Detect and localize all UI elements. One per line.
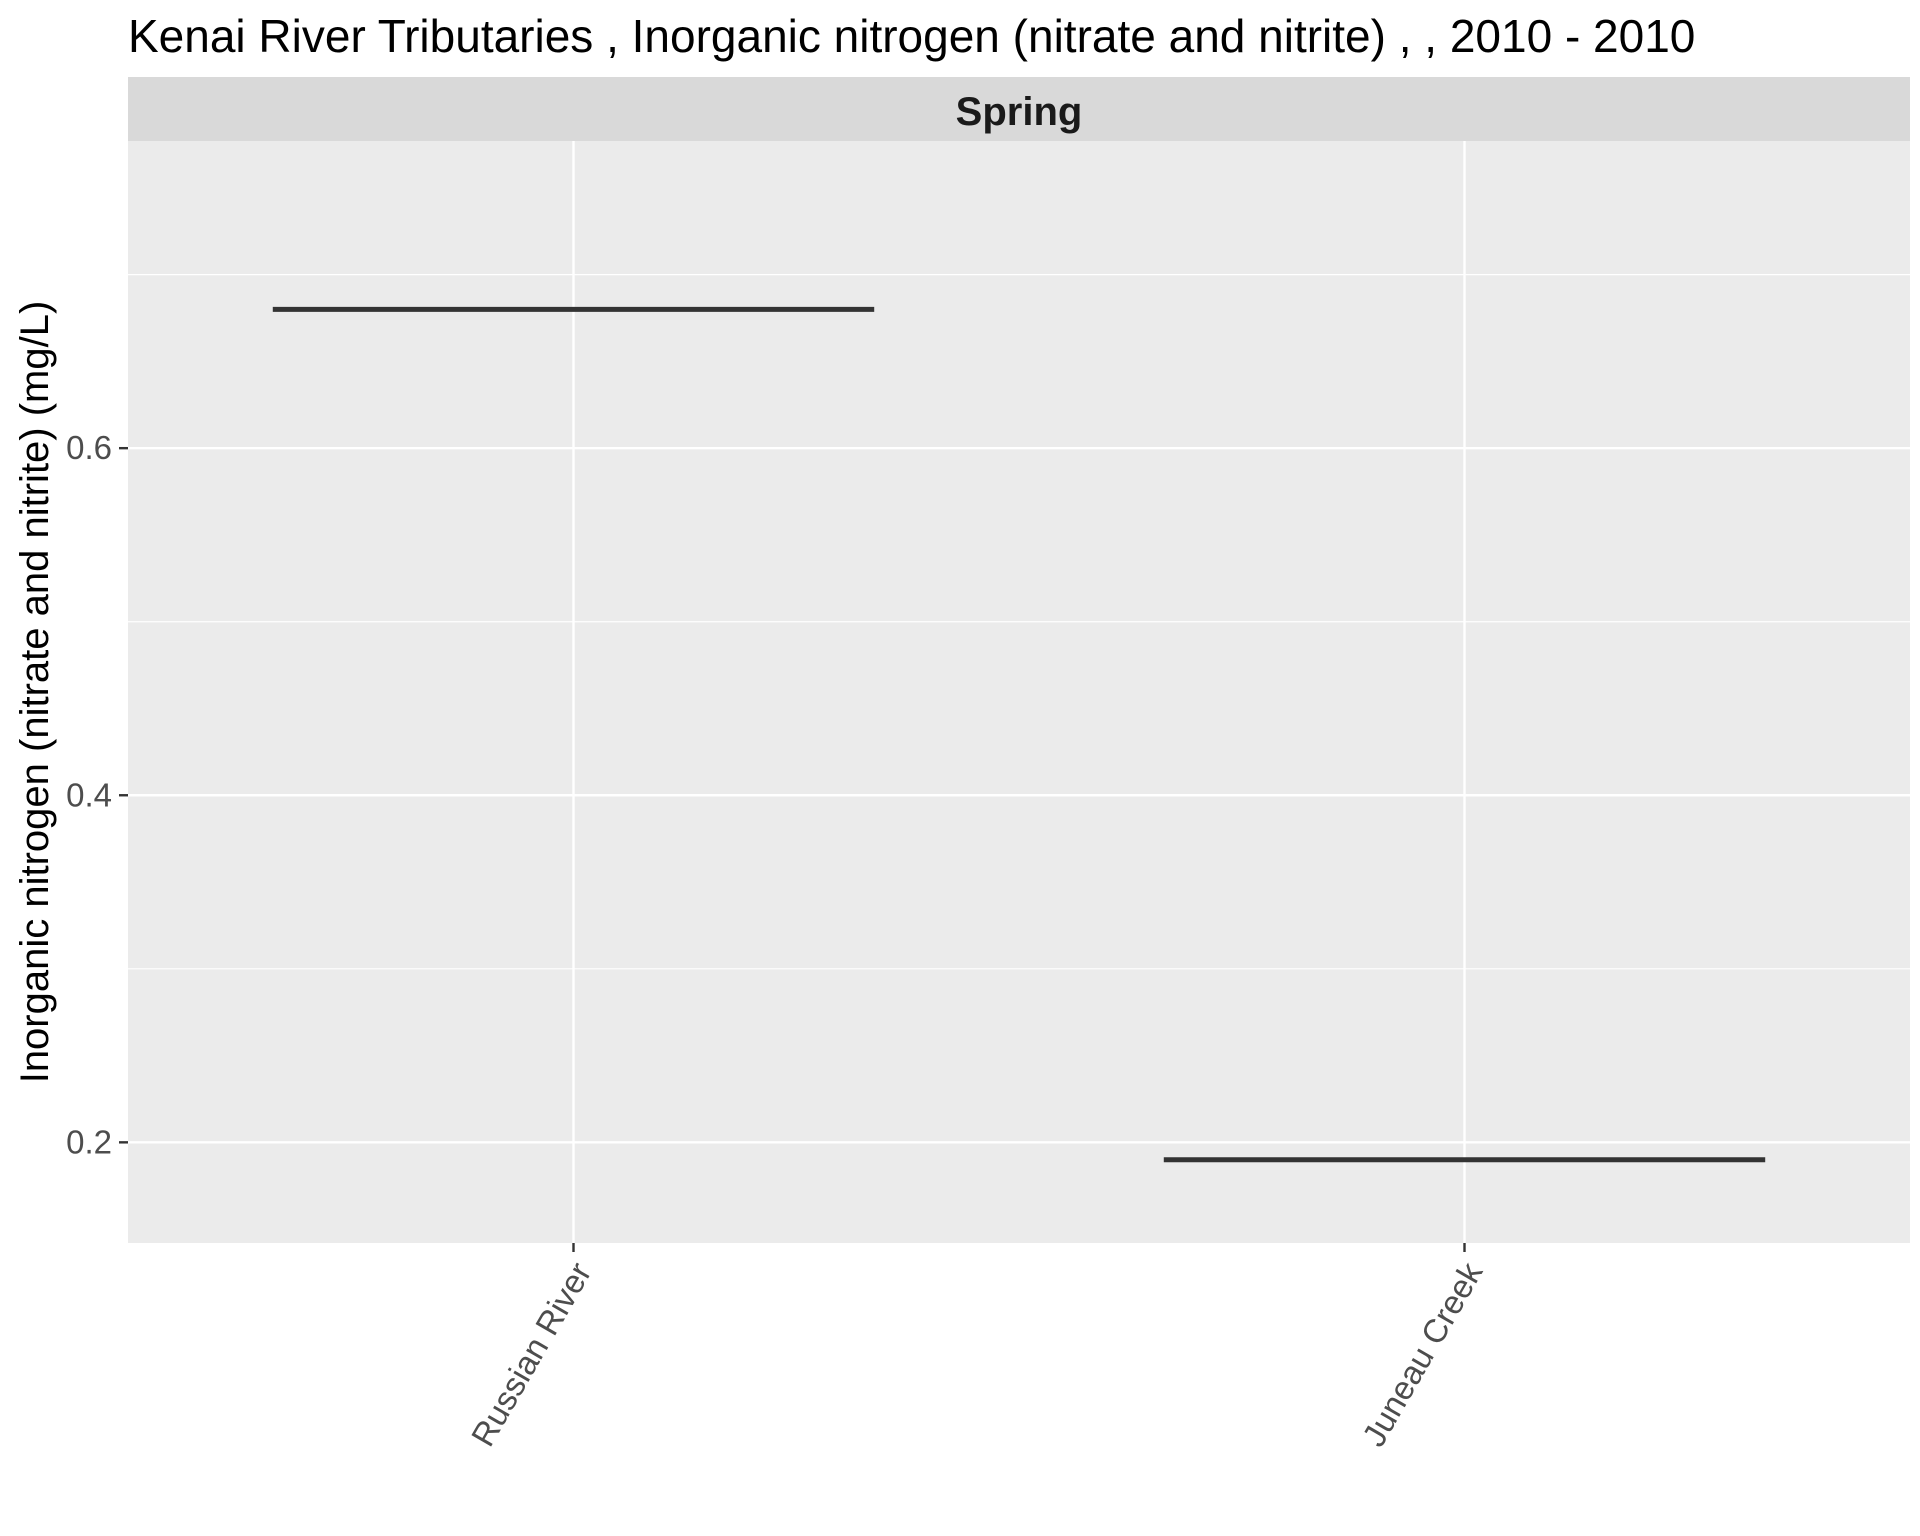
marks-layer <box>272 306 1766 1163</box>
chart-title: Kenai River Tributaries , Inorganic nitr… <box>128 10 1695 62</box>
plot-panel <box>128 141 1910 1243</box>
y-tick-label: 0.4 <box>66 776 112 813</box>
y-axis: 0.2 0.4 0.6 <box>66 429 128 1160</box>
x-tick-label: Juneau Creek <box>1355 1256 1490 1453</box>
facet-strip <box>128 77 1910 141</box>
y-tick-label: 0.2 <box>66 1123 112 1160</box>
y-axis-title: Inorganic nitrogen (nitrate and nitrite)… <box>13 301 57 1084</box>
facet-strip-label: Spring <box>956 90 1083 134</box>
x-tick-label: Russian River <box>464 1256 599 1452</box>
y-tick-label: 0.6 <box>66 429 112 466</box>
x-axis: Russian River Juneau Creek <box>464 1243 1490 1452</box>
grid-layer <box>128 141 1910 1243</box>
